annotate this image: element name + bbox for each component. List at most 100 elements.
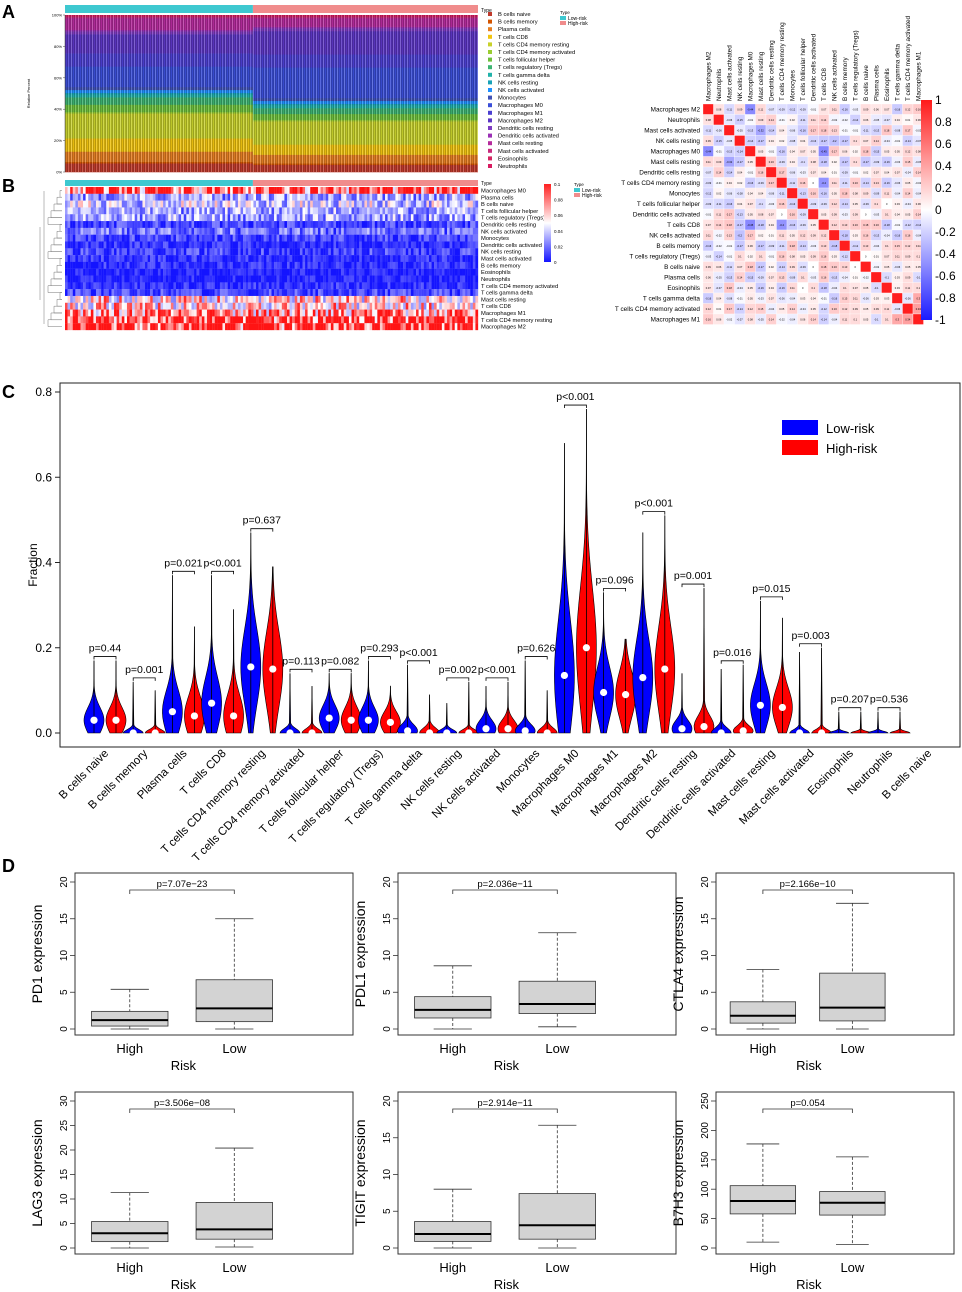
heatmap-cell (235, 295, 239, 303)
heatmap-cell (465, 241, 468, 249)
heatmap-row-dendritic-cells-activated (65, 241, 479, 249)
heatmap-cell (410, 282, 414, 290)
heatmap-cell (343, 275, 347, 283)
heatmap-cell (160, 316, 164, 324)
heatmap-cell (142, 193, 146, 201)
heatmap-cell (372, 241, 375, 249)
heatmap-cell (452, 323, 455, 331)
heatmap-cell (418, 207, 422, 215)
heatmap-cell (183, 214, 187, 222)
heatmap-cell (385, 302, 388, 310)
heatmap-cell (114, 207, 117, 215)
heatmap-cell (447, 227, 450, 235)
heatmap-cell (356, 241, 360, 249)
heatmap-cell (175, 187, 179, 194)
corr-col-label: T cells CD8 (821, 68, 828, 101)
heatmap-cell (312, 221, 316, 229)
heatmap-cell (134, 248, 138, 256)
heatmap-cell (170, 200, 174, 208)
heatmap-cell (302, 255, 306, 263)
corr-value: 0.1 (738, 254, 742, 258)
p-value-label: p<0.001 (478, 664, 516, 676)
corr-value: 0.02 (863, 170, 869, 174)
legend-label-nk-cells-activated: NK cells activated (498, 88, 544, 94)
heatmap-cell (114, 295, 117, 303)
heatmap-cell (150, 234, 153, 242)
heatmap-cell (341, 289, 344, 297)
heatmap-cell (457, 323, 461, 331)
heatmap-cell (124, 295, 128, 303)
heatmap-cell (93, 214, 97, 222)
heatmap-cell (101, 309, 104, 317)
heatmap-cell (457, 309, 461, 317)
heatmap-cell (77, 268, 81, 276)
heatmap-cell (385, 234, 388, 242)
heatmap-cell (346, 268, 350, 276)
heatmap-cell (225, 241, 228, 249)
heatmap-cell (199, 207, 202, 215)
heatmap-cell (428, 302, 432, 310)
corr-value: -0.12 (842, 254, 848, 258)
heatmap-cell (403, 187, 406, 194)
heatmap-cell (292, 295, 295, 303)
heatmap-cell (101, 323, 104, 331)
corr-value: -0.16 (726, 202, 732, 206)
heatmap-cell (330, 302, 334, 310)
heatmap-cell (175, 275, 179, 283)
heatmap-cell (65, 187, 68, 194)
heatmap-cell (467, 268, 471, 276)
heatmap-cell (243, 221, 246, 229)
heatmap-cell (307, 255, 311, 263)
corr-value: -0.04 (800, 307, 806, 311)
heatmap-cell (261, 282, 264, 290)
corr-value: 0.09 (811, 233, 817, 237)
heatmap-cell (217, 275, 221, 283)
significance-bracket (93, 656, 117, 660)
corr-value: 0.07 (884, 107, 890, 111)
heatmap-cell (121, 309, 125, 317)
heatmap-cell (173, 234, 177, 242)
heatmap-cell (281, 248, 285, 256)
heatmap-cell (222, 268, 226, 276)
corr-value: 0.11 (853, 296, 858, 300)
heatmap-cell (410, 234, 414, 242)
y-tick-label: 15 (59, 1169, 70, 1181)
corr-value: 0.08 (758, 212, 764, 216)
heatmap-cell (256, 275, 259, 283)
heatmap-cell (297, 234, 301, 242)
heatmap-cell (67, 323, 71, 331)
heatmap-cell (359, 323, 362, 331)
heatmap-cell (119, 221, 122, 229)
heatmap-cell (323, 248, 326, 256)
heatmap-cell (271, 323, 275, 331)
heatmap-cell (256, 268, 259, 276)
heatmap-cell (444, 227, 448, 235)
heatmap-cell (217, 289, 221, 297)
heatmap-cell (116, 187, 120, 194)
heatmap-cell (302, 241, 306, 249)
heatmap-cell (271, 214, 275, 222)
corr-value: -0.13 (873, 128, 879, 132)
heatmap-cell (209, 187, 213, 194)
y-tick-label: 10 (382, 1169, 393, 1181)
corr-value: -0.11 (705, 128, 711, 132)
heatmap-cell (237, 234, 241, 242)
corr-cell (744, 145, 756, 157)
p-value-label: p<0.001 (556, 391, 594, 403)
heatmap-cell (359, 275, 362, 283)
heatmap-cell (323, 261, 326, 269)
heatmap-cell (361, 316, 365, 324)
heatmap-cell (181, 200, 184, 208)
heatmap-cell (379, 234, 383, 242)
heatmap-cell (157, 275, 161, 283)
heatmap-cell (292, 302, 295, 310)
corr-value: -0.09 (821, 202, 827, 206)
heatmap-cell (65, 193, 68, 201)
corr-value: 0.13 (779, 275, 785, 279)
corr-value: 0.07 (769, 212, 775, 216)
heatmap-cell (387, 207, 391, 215)
heatmap-cell (403, 193, 406, 201)
heatmap-cell (467, 187, 471, 194)
heatmap-cell (351, 295, 355, 303)
heatmap-cell (129, 268, 133, 276)
